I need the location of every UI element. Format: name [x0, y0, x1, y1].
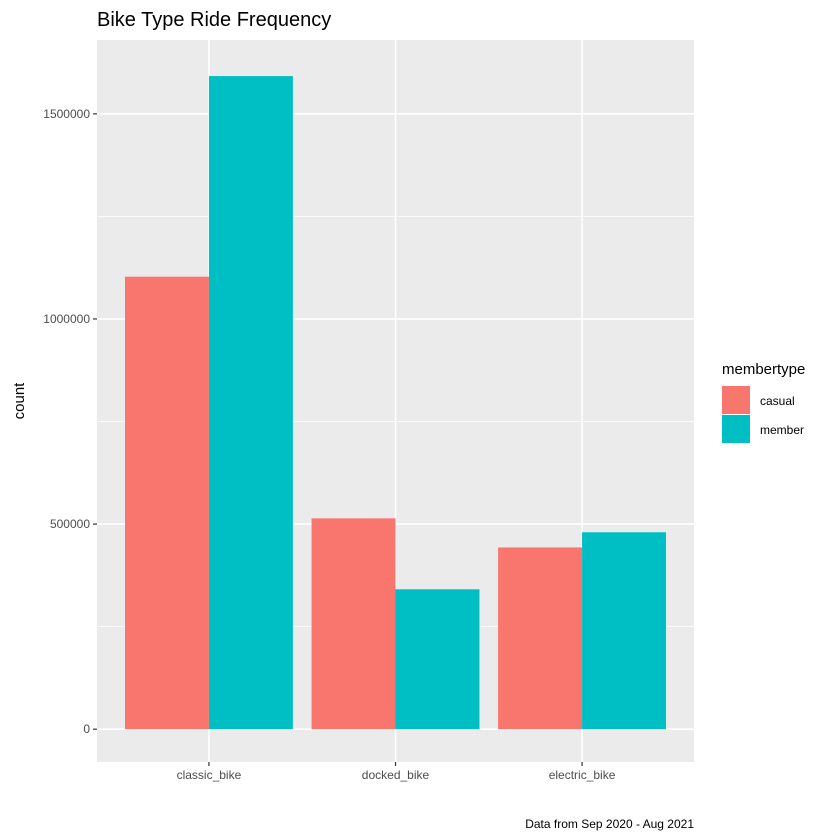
legend-label-casual: casual [760, 394, 795, 408]
legend-label-member: member [760, 423, 804, 437]
legend-key-member [722, 415, 750, 443]
y-tick-label: 1000000 [43, 312, 90, 326]
bar-casual-docked_bike [311, 518, 396, 730]
y-axis: 0 500000 1000000 1500000 [43, 107, 97, 736]
x-axis: classic_bike docked_bike electric_bike [177, 762, 616, 782]
legend-key-casual [722, 386, 750, 414]
bar-member-docked_bike [395, 589, 480, 730]
bar-casual-classic_bike [124, 276, 209, 730]
chart-title: Bike Type Ride Frequency [97, 9, 331, 31]
y-tick-label: 0 [83, 722, 90, 736]
bar-member-classic_bike [208, 76, 293, 730]
x-tick-label: docked_bike [362, 768, 430, 782]
bar-member-electric_bike [582, 532, 667, 730]
chart-caption: Data from Sep 2020 - Aug 2021 [525, 817, 694, 831]
y-tick-label: 1500000 [43, 107, 90, 121]
bar-casual-electric_bike [498, 547, 583, 730]
x-tick-label: classic_bike [177, 768, 242, 782]
y-axis-title: count [11, 382, 28, 420]
legend: membertype casual member [722, 361, 805, 443]
bars-group [124, 76, 667, 730]
x-tick-label: electric_bike [549, 768, 616, 782]
legend-title: membertype [722, 361, 805, 378]
y-tick-label: 500000 [50, 517, 90, 531]
